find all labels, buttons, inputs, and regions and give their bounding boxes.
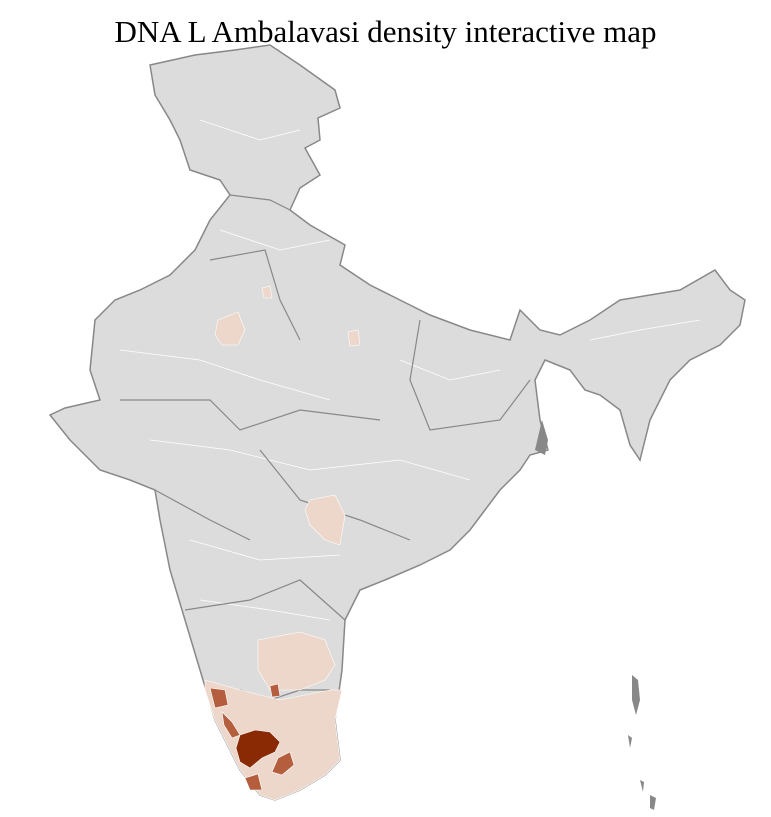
region-low-up[interactable] (347, 329, 361, 347)
map-title: DNA L Ambalavasi density interactive map (114, 14, 657, 49)
density-regions (204, 285, 361, 801)
region-medium-4[interactable] (271, 751, 295, 776)
region-medium-3[interactable] (221, 711, 241, 739)
region-low-rajasthan[interactable] (214, 311, 246, 346)
district-borders (119, 119, 701, 621)
region-medium-2[interactable] (269, 683, 281, 698)
region-low-delhi[interactable] (261, 285, 273, 299)
region-low-central[interactable] (304, 494, 346, 546)
islands (535, 420, 656, 810)
region-medium-1[interactable] (209, 687, 229, 709)
region-low-karnataka[interactable] (257, 631, 336, 691)
region-high[interactable] (235, 729, 281, 769)
region-medium-5[interactable] (244, 773, 263, 791)
india-outline[interactable] (48, 44, 746, 801)
